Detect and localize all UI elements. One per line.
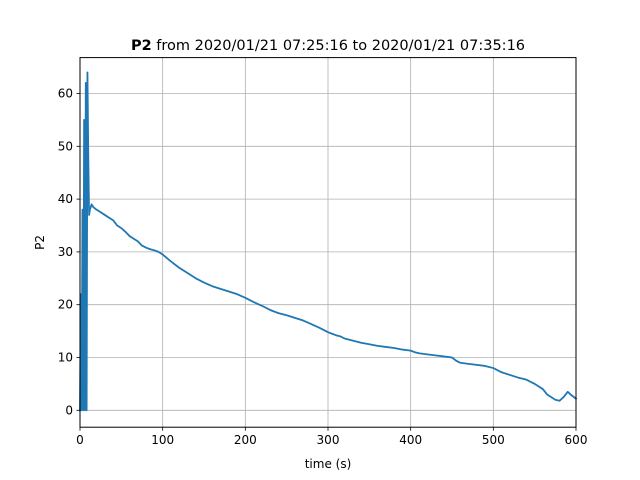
x-tick-label-6: 600 xyxy=(565,433,588,447)
y-tick-label-0: 0 xyxy=(65,403,73,417)
x-tick-label-4: 400 xyxy=(399,433,422,447)
y-tick-label-3: 30 xyxy=(58,245,73,259)
x-tick-label-0: 0 xyxy=(76,433,84,447)
y-ticks: 0 10 20 30 40 50 60 xyxy=(58,87,80,417)
y-tick-label-4: 40 xyxy=(58,192,73,206)
chart-title: P2 from 2020/01/21 07:25:16 to 2020/01/2… xyxy=(131,38,525,54)
x-tick-label-3: 300 xyxy=(317,433,340,447)
y-tick-label-5: 50 xyxy=(58,139,73,153)
x-tick-label-2: 200 xyxy=(234,433,257,447)
chart-title-bold: P2 xyxy=(131,38,152,54)
x-tick-label-1: 100 xyxy=(151,433,174,447)
y-tick-label-2: 20 xyxy=(58,298,73,312)
grid xyxy=(79,57,577,428)
x-tick-label-5: 500 xyxy=(482,433,505,447)
chart-title-rest: from 2020/01/21 07:25:16 to 2020/01/21 0… xyxy=(152,38,525,54)
x-axis-label: time (s) xyxy=(305,457,352,471)
series-line-0 xyxy=(79,71,578,412)
y-tick-label-6: 60 xyxy=(58,87,73,101)
x-ticks: 0 100 200 300 400 500 600 xyxy=(76,427,587,447)
series xyxy=(79,71,578,412)
y-axis-label: P2 xyxy=(33,235,47,250)
y-tick-label-1: 10 xyxy=(58,351,73,365)
